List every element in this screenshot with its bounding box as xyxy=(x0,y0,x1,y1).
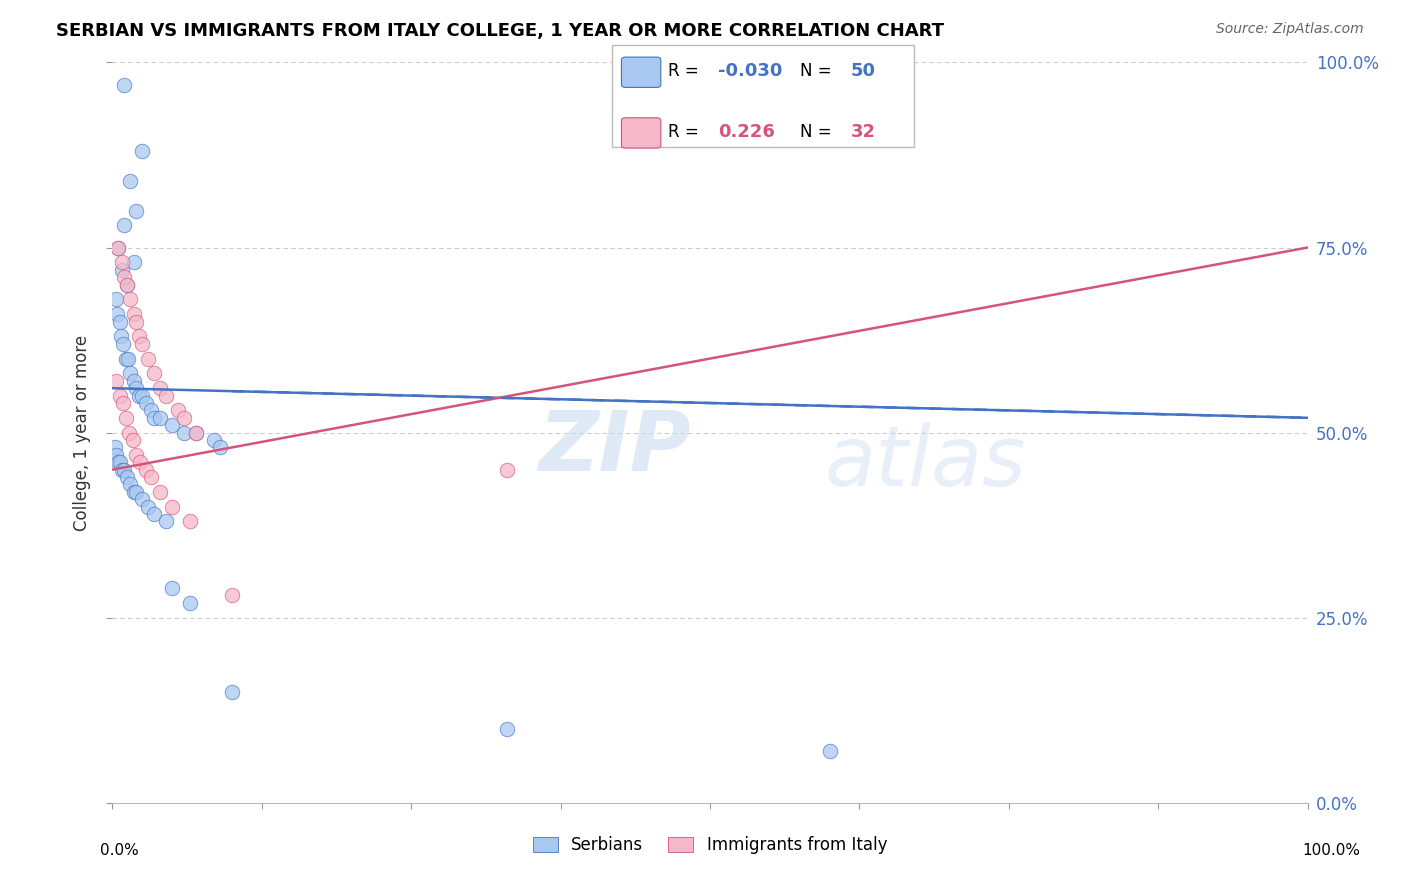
Point xyxy=(125,314,148,328)
Point xyxy=(221,589,243,603)
Point xyxy=(496,722,519,736)
Point xyxy=(139,470,162,484)
Point xyxy=(131,492,153,507)
Point xyxy=(108,314,131,328)
Point xyxy=(143,367,166,381)
Point xyxy=(107,455,129,469)
Point xyxy=(135,396,157,410)
Text: 0.0%: 0.0% xyxy=(100,843,139,858)
Point xyxy=(108,455,131,469)
Point xyxy=(122,307,145,321)
Point xyxy=(221,685,243,699)
Point xyxy=(105,448,128,462)
Point xyxy=(122,255,145,269)
Point xyxy=(143,410,166,425)
Point xyxy=(155,388,177,402)
Text: N =: N = xyxy=(800,62,837,80)
Text: atlas: atlas xyxy=(824,422,1026,503)
Point xyxy=(186,425,208,440)
Point xyxy=(105,293,128,307)
Text: SERBIAN VS IMMIGRANTS FROM ITALY COLLEGE, 1 YEAR OR MORE CORRELATION CHART: SERBIAN VS IMMIGRANTS FROM ITALY COLLEGE… xyxy=(56,22,945,40)
Point xyxy=(112,396,135,410)
Point xyxy=(117,351,139,366)
Point xyxy=(209,441,232,455)
Point xyxy=(111,255,134,269)
Point xyxy=(122,374,145,388)
Point xyxy=(125,381,148,395)
Point xyxy=(129,455,152,469)
Point xyxy=(115,470,138,484)
Point xyxy=(131,336,153,351)
Text: 50: 50 xyxy=(851,62,876,80)
Text: R =: R = xyxy=(668,123,704,141)
Point xyxy=(107,240,129,255)
Point xyxy=(121,433,143,447)
Text: -0.030: -0.030 xyxy=(718,62,783,80)
Point xyxy=(173,410,195,425)
Point xyxy=(699,55,721,70)
Point xyxy=(115,277,138,292)
Point xyxy=(162,581,183,595)
Point xyxy=(120,174,142,188)
Point xyxy=(155,515,177,529)
Y-axis label: College, 1 year or more: College, 1 year or more xyxy=(73,334,91,531)
Point xyxy=(138,351,160,366)
Point xyxy=(111,462,134,476)
Point xyxy=(135,462,157,476)
Point xyxy=(105,374,128,388)
Point xyxy=(104,441,127,455)
Point xyxy=(120,477,142,491)
Point xyxy=(162,500,183,514)
Point xyxy=(202,433,225,447)
Point xyxy=(149,410,172,425)
Point xyxy=(107,240,129,255)
Point xyxy=(108,388,131,402)
Point xyxy=(131,145,153,159)
Point xyxy=(699,55,721,70)
Text: ZIP: ZIP xyxy=(538,407,690,488)
Point xyxy=(111,262,134,277)
Point xyxy=(120,367,142,381)
Point xyxy=(186,425,208,440)
Point xyxy=(128,388,150,402)
Point xyxy=(122,484,145,499)
Point xyxy=(112,336,135,351)
Text: Source: ZipAtlas.com: Source: ZipAtlas.com xyxy=(1216,22,1364,37)
Point xyxy=(114,219,135,233)
Point xyxy=(125,484,148,499)
Point xyxy=(167,403,190,417)
Point xyxy=(143,507,166,521)
Point xyxy=(110,329,132,343)
Text: R =: R = xyxy=(668,62,704,80)
Text: 0.226: 0.226 xyxy=(718,123,775,141)
Point xyxy=(162,418,183,433)
Point xyxy=(818,744,841,758)
Point xyxy=(125,448,148,462)
Point xyxy=(138,500,160,514)
Point xyxy=(149,381,172,395)
Point xyxy=(114,462,135,476)
Point xyxy=(125,203,148,218)
Text: N =: N = xyxy=(800,123,837,141)
Point xyxy=(115,277,138,292)
Legend: Serbians, Immigrants from Italy: Serbians, Immigrants from Italy xyxy=(526,830,894,861)
Point xyxy=(179,515,201,529)
Point xyxy=(131,388,153,402)
Point xyxy=(118,425,141,440)
Point xyxy=(173,425,195,440)
Point xyxy=(114,351,136,366)
Text: 100.0%: 100.0% xyxy=(1302,843,1361,858)
Point xyxy=(128,329,150,343)
Point xyxy=(114,78,135,92)
Point xyxy=(120,293,142,307)
Point xyxy=(149,484,172,499)
Point xyxy=(114,410,136,425)
Point xyxy=(139,403,162,417)
Text: 32: 32 xyxy=(851,123,876,141)
Point xyxy=(114,270,135,285)
Point xyxy=(179,596,201,610)
Point xyxy=(105,307,128,321)
Point xyxy=(496,462,519,476)
